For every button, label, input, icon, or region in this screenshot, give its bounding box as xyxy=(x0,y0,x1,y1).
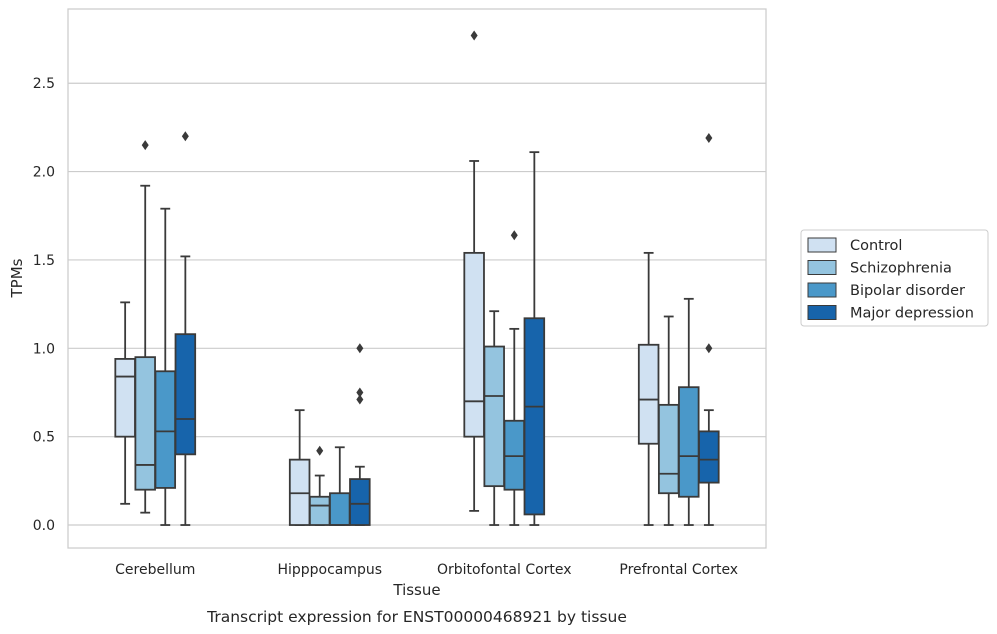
box-group xyxy=(349,343,371,526)
box xyxy=(154,370,177,489)
x-tick-label: Orbitofontal Cortex xyxy=(437,562,572,578)
y-tick-label: 2.0 xyxy=(33,165,55,181)
box xyxy=(483,345,505,488)
legend-items: Control Schizophrenia Bipolar disorder Majo… xyxy=(807,237,974,322)
y-tick-label: 1.5 xyxy=(33,253,55,269)
box-group xyxy=(114,301,136,505)
box xyxy=(637,343,660,445)
legend-swatch xyxy=(807,237,837,253)
box xyxy=(174,333,197,456)
box-group xyxy=(174,131,197,526)
box xyxy=(349,478,371,526)
box-group xyxy=(308,445,331,526)
legend-swatch xyxy=(807,260,837,275)
outlier-point xyxy=(356,387,364,398)
box-group xyxy=(503,230,526,526)
y-tick-label: 1.0 xyxy=(33,341,55,357)
outlier-point xyxy=(316,445,324,456)
box xyxy=(114,358,136,438)
box xyxy=(329,492,351,526)
box-group xyxy=(678,297,700,526)
outlier-point xyxy=(356,343,364,354)
box-group xyxy=(288,409,311,526)
box xyxy=(678,386,700,498)
box xyxy=(523,317,546,516)
y-tick-labels: 0.0 0.5 1.0 1.5 2.0 2.5 xyxy=(33,76,55,534)
box-group xyxy=(698,133,720,526)
chart-caption: Transcript expression for ENST0000046892… xyxy=(206,608,627,626)
legend-label: Control xyxy=(850,238,902,254)
legend-swatch xyxy=(807,282,837,298)
y-tick-label: 2.5 xyxy=(33,76,55,92)
box-group xyxy=(463,30,485,512)
x-tick-labels: Cerebellum Hipppocampus Orbitofontal Corte… xyxy=(115,562,738,578)
legend: Control Schizophrenia Bipolar disorder Majo… xyxy=(800,229,989,327)
box-group xyxy=(637,251,660,526)
box-group xyxy=(154,207,177,526)
box xyxy=(308,495,331,526)
box xyxy=(698,430,720,484)
x-axis-label: Tissue xyxy=(392,581,440,599)
y-tick-label: 0.5 xyxy=(33,430,55,446)
x-tick-label: Prefrontal Cortex xyxy=(619,562,738,578)
legend-swatch xyxy=(807,305,837,320)
box xyxy=(134,356,156,491)
y-tick-label: 0.0 xyxy=(33,518,55,534)
box xyxy=(657,403,680,495)
legend-label: Bipolar disorder xyxy=(850,283,965,299)
outlier-point xyxy=(356,394,364,405)
outlier-point xyxy=(181,131,189,142)
box xyxy=(463,251,485,438)
box-group xyxy=(483,310,505,526)
y-axis-label: TPMs xyxy=(8,258,26,298)
box-groups xyxy=(114,30,720,526)
outlier-point xyxy=(470,30,478,41)
x-tick-label: Hipppocampus xyxy=(277,562,382,578)
legend-label: Major depression xyxy=(850,306,974,322)
box-group xyxy=(523,151,546,526)
plot-frame xyxy=(67,8,767,549)
box-group xyxy=(134,140,156,514)
outlier-point xyxy=(141,140,149,151)
outlier-point xyxy=(705,343,713,354)
outlier-point xyxy=(510,230,518,241)
box-group xyxy=(329,446,351,526)
legend-label: Schizophrenia xyxy=(850,261,952,277)
outlier-point xyxy=(705,133,713,144)
x-tick-label: Cerebellum xyxy=(115,562,195,578)
legend-frame xyxy=(800,229,989,327)
